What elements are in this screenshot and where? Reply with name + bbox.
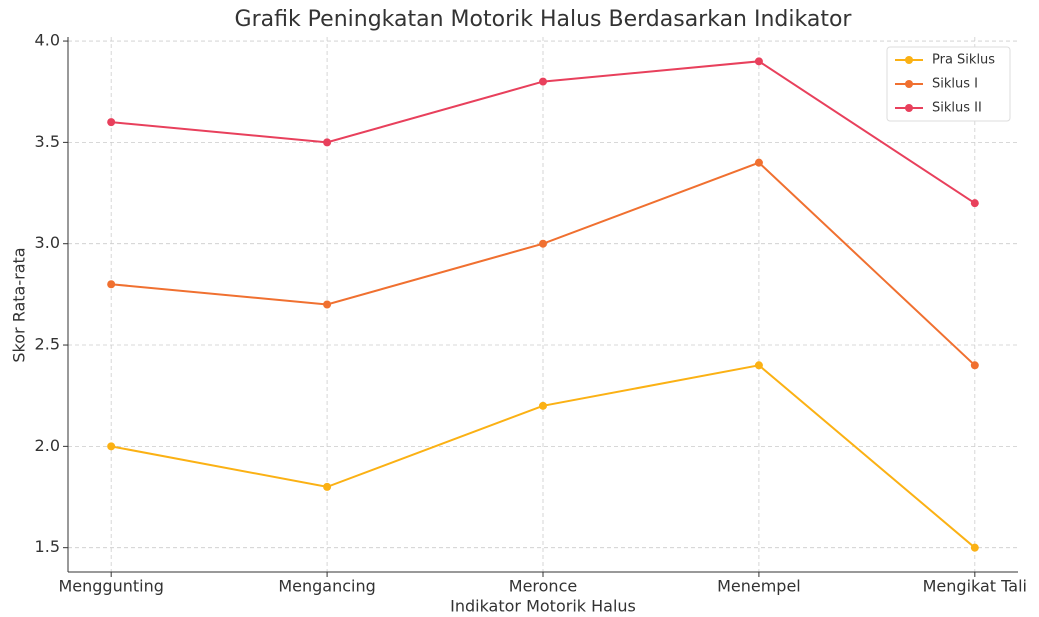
- x-tick-label: Mengancing: [278, 577, 375, 596]
- legend-box: [886, 46, 1011, 122]
- legend-label: Pra Siklus: [932, 53, 995, 68]
- marker: [323, 482, 332, 491]
- legend-marker: [905, 104, 913, 112]
- marker: [970, 361, 979, 370]
- marker: [539, 401, 547, 410]
- x-tick-label: Menggunting: [58, 577, 163, 596]
- x-axis-label: Indikator Motorik Halus: [450, 597, 636, 616]
- legend-marker: [905, 56, 913, 64]
- marker: [970, 543, 979, 552]
- y-axis-label: Skor Rata-rata: [10, 247, 29, 362]
- marker: [107, 118, 116, 127]
- marker: [754, 57, 763, 66]
- marker: [107, 280, 116, 289]
- y-tick-label: 4.0: [35, 31, 60, 50]
- x-tick-label: Meronce: [509, 577, 577, 596]
- marker: [754, 158, 763, 167]
- y-tick-label: 1.5: [35, 537, 60, 556]
- y-tick-label: 2.5: [35, 335, 60, 354]
- marker: [107, 442, 116, 451]
- marker: [323, 300, 332, 309]
- y-tick-label: 2.0: [35, 436, 60, 455]
- chart-title: Grafik Peningkatan Motorik Halus Berdasa…: [235, 7, 853, 32]
- y-tick-label: 3.5: [35, 132, 60, 151]
- y-tick-label: 3.0: [35, 233, 60, 252]
- marker: [323, 138, 332, 147]
- legend-label: Siklus II: [932, 101, 982, 116]
- x-tick-label: Menempel: [717, 577, 801, 596]
- marker: [970, 199, 979, 208]
- x-tick-label: Mengikat Tali: [923, 577, 1027, 596]
- legend-marker: [905, 80, 913, 88]
- marker: [754, 361, 763, 370]
- marker: [539, 239, 547, 248]
- marker: [539, 77, 547, 86]
- legend-label: Siklus I: [932, 77, 978, 92]
